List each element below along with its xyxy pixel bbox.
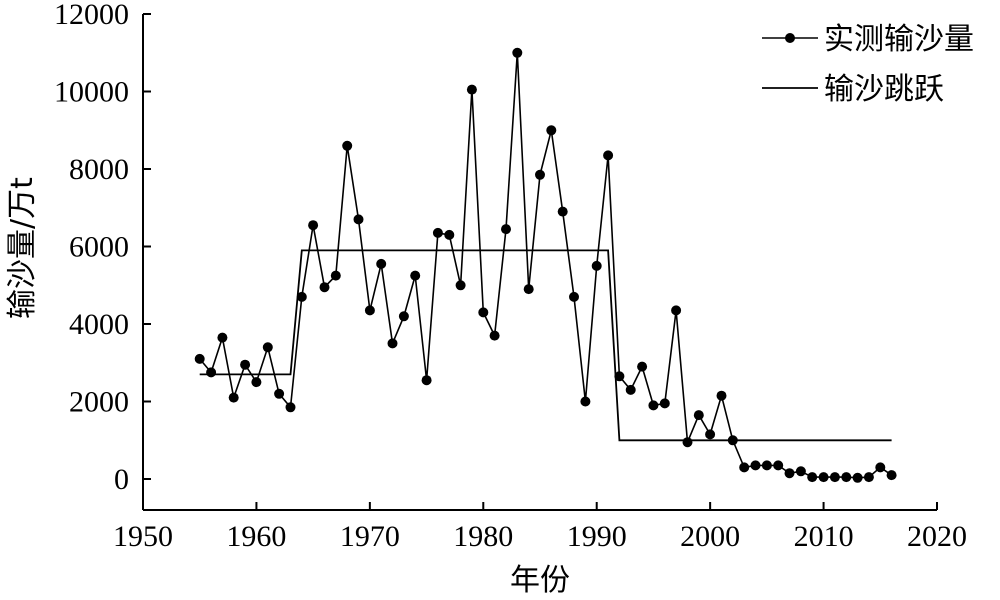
data-point: [569, 291, 579, 302]
data-point: [693, 410, 704, 421]
data-point: [342, 140, 353, 151]
data-point: [580, 396, 591, 407]
data-point: [512, 47, 523, 58]
data-point: [421, 375, 432, 386]
data-point: [478, 307, 489, 318]
data-point: [274, 388, 285, 399]
legend: 实测输沙量 输沙跳跃: [762, 22, 974, 107]
y-tick-label: 10000: [54, 76, 129, 109]
y-tick-label: 4000: [69, 308, 129, 341]
data-point: [784, 468, 795, 479]
data-point: [444, 229, 455, 240]
plot-marks: [194, 47, 897, 483]
data-point: [671, 305, 682, 316]
y-tick-label: 12000: [54, 0, 129, 31]
data-point: [863, 472, 874, 483]
x-tick-label: 2020: [907, 520, 967, 553]
data-point: [637, 361, 648, 372]
data-point: [501, 224, 511, 235]
data-point: [591, 260, 602, 271]
x-tick-label: 1960: [226, 520, 286, 553]
data-point: [398, 311, 409, 322]
x-tick-label: 1970: [340, 520, 400, 553]
y-tick-label: 2000: [69, 386, 129, 419]
legend-jump-label: 输沙跳跃: [824, 72, 944, 107]
data-point: [466, 84, 477, 95]
data-point: [750, 460, 761, 471]
data-point: [603, 150, 614, 161]
data-point: [818, 472, 829, 483]
data-point: [364, 305, 375, 316]
x-tick-label: 1980: [453, 520, 513, 553]
data-point: [682, 437, 693, 448]
data-point: [296, 291, 307, 302]
measured-sediment-line: [199, 52, 893, 479]
legend-measured-label: 实测输沙量: [824, 22, 974, 57]
data-point: [829, 472, 840, 483]
data-point: [705, 429, 716, 440]
data-point: [523, 284, 534, 295]
x-axis: 1950 1960 1970 1980 1990 2000 2010 2020: [113, 502, 967, 553]
data-point: [251, 377, 262, 388]
y-tick-label: 0: [114, 463, 129, 496]
data-point: [886, 470, 897, 481]
data-point: [194, 353, 205, 364]
data-point: [240, 359, 251, 370]
data-point: [648, 400, 659, 411]
data-point: [455, 280, 466, 291]
data-point: [739, 462, 750, 473]
data-point: [353, 214, 364, 225]
sediment-jump-line: [199, 249, 892, 442]
data-point: [841, 472, 852, 483]
x-tick-label: 1950: [113, 520, 173, 553]
data-point: [432, 227, 443, 238]
data-point: [308, 220, 319, 231]
data-point: [875, 462, 886, 473]
data-point: [557, 206, 568, 217]
data-point: [625, 384, 636, 395]
data-point: [546, 125, 557, 136]
data-point: [228, 392, 239, 403]
data-point: [761, 460, 772, 471]
x-tick-label: 2010: [794, 520, 854, 553]
data-point: [852, 472, 863, 483]
y-axis-title: 输沙量/万t: [5, 177, 40, 319]
data-point: [206, 367, 217, 378]
data-point: [716, 390, 727, 401]
data-point: [614, 371, 625, 382]
data-point: [319, 282, 330, 293]
data-point: [376, 258, 387, 269]
data-point: [410, 270, 421, 281]
data-point: [773, 460, 784, 471]
data-point: [807, 472, 818, 483]
y-axis: 0 2000 4000 6000 8000 10000 12000: [54, 0, 151, 510]
data-point: [330, 270, 341, 281]
x-axis-title: 年份: [510, 563, 570, 598]
x-tick-label: 1990: [567, 520, 627, 553]
data-point: [387, 338, 398, 349]
y-tick-label: 8000: [69, 153, 129, 186]
x-tick-label: 2000: [680, 520, 740, 553]
data-point: [659, 398, 670, 409]
legend-measured-marker: [785, 33, 795, 43]
data-point: [285, 402, 296, 413]
data-point: [535, 169, 545, 180]
data-point: [217, 332, 228, 343]
data-point: [795, 466, 806, 477]
data-point: [489, 330, 500, 341]
data-point: [262, 342, 273, 353]
y-tick-label: 6000: [69, 231, 129, 264]
